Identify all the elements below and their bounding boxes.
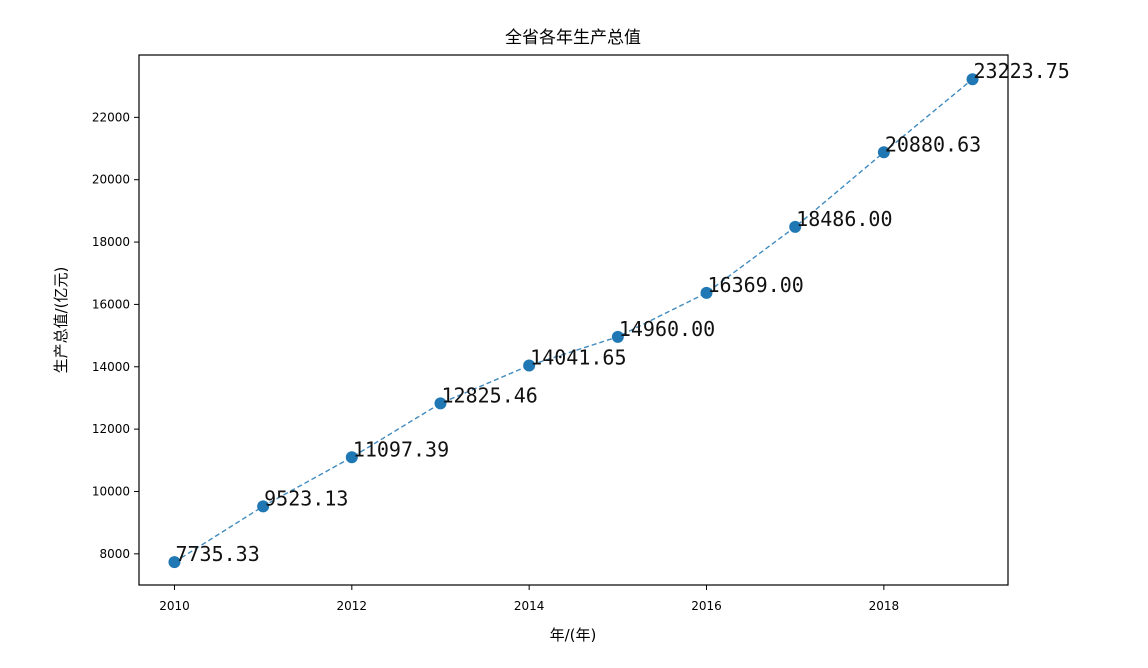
y-tick-label: 16000	[92, 297, 130, 311]
data-point	[523, 359, 536, 372]
data-point	[966, 73, 979, 86]
x-tick-label: 2018	[869, 599, 900, 613]
data-point	[877, 146, 890, 159]
data-point	[257, 500, 270, 513]
data-label: 11097.39	[353, 437, 449, 461]
plot-area: 2010 2012 2014 2016 2018 8000 10000 12000 14000 1…	[92, 59, 1070, 613]
data-point	[700, 286, 713, 299]
y-tick-label: 10000	[92, 484, 130, 498]
y-tick-label: 20000	[92, 173, 130, 187]
data-point	[168, 556, 181, 569]
y-axis-title: 生产总值/(亿元)	[52, 267, 70, 374]
x-tick-label: 2012	[337, 599, 368, 613]
data-label: 9523.13	[264, 486, 348, 510]
data-label: 14960.00	[619, 317, 715, 341]
x-tick-label: 2014	[514, 599, 545, 613]
data-label: 14041.65	[530, 345, 626, 369]
data-label: 7735.33	[175, 542, 259, 566]
y-tick-label: 12000	[92, 422, 130, 436]
chart-title: 全省各年生产总值	[505, 28, 641, 48]
y-tick-label: 22000	[92, 110, 130, 124]
x-tick-label: 2016	[691, 599, 722, 613]
series-line	[174, 78, 973, 563]
data-point	[789, 220, 802, 233]
x-axis-title: 年/(年)	[550, 626, 597, 644]
data-label: 20880.63	[885, 132, 981, 156]
data-point	[611, 330, 624, 343]
data-label: 23223.75	[974, 59, 1070, 83]
y-tick-label: 18000	[92, 235, 130, 249]
y-tick-label: 8000	[99, 547, 130, 561]
y-tick-label: 14000	[92, 360, 130, 374]
x-tick-label: 2010	[159, 599, 190, 613]
data-label: 18486.00	[796, 207, 892, 231]
data-label: 12825.46	[441, 383, 537, 407]
plot-frame	[138, 54, 1009, 586]
data-point	[345, 451, 358, 464]
data-label: 16369.00	[708, 273, 804, 297]
data-point	[434, 397, 447, 410]
